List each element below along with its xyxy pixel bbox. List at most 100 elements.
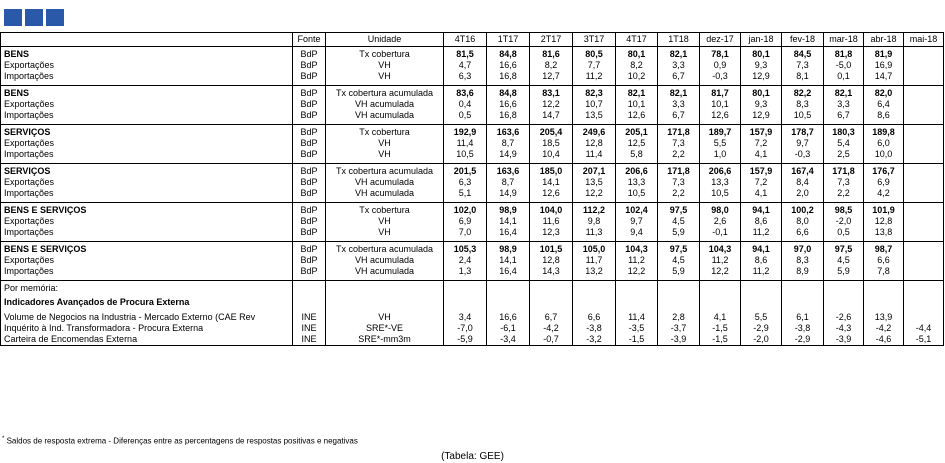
memo-label: Por memória: — [0, 280, 293, 295]
empty-cell — [699, 309, 741, 312]
empty-cell — [699, 199, 741, 203]
header-period: 4T16 — [443, 32, 487, 47]
value-cell: 80,1 — [615, 46, 658, 60]
empty-cell — [292, 160, 326, 164]
header-period: 4T17 — [615, 32, 658, 47]
empty-cell — [903, 238, 944, 242]
value-cell: -0,7 — [529, 334, 573, 346]
value-cell: -6,1 — [486, 323, 530, 334]
value-cell: 12,2 — [529, 99, 573, 110]
value-cell: 2,0 — [781, 188, 824, 199]
value-cell — [903, 110, 944, 121]
header-row: Fonte Unidade 4T16 1T17 2T17 3T17 4T17 1T18 dez-… — [0, 32, 944, 47]
value-cell: 14,7 — [529, 110, 573, 121]
empty-cell — [292, 82, 326, 86]
value-cell: 12,3 — [529, 227, 573, 238]
value-cell: 14,7 — [863, 71, 904, 82]
row-source: INE — [292, 334, 326, 346]
spacer-row — [0, 121, 944, 125]
value-cell: 6,3 — [443, 71, 487, 82]
sub-indicator-row: Importações BdP VH 7,0 16,4 12,3 11,3 9,4 5,9 -0,… — [0, 227, 944, 238]
value-cell: -3,9 — [657, 334, 700, 346]
value-cell: 8,2 — [529, 60, 573, 71]
empty-cell — [823, 160, 864, 164]
empty-cell — [325, 121, 444, 125]
value-cell: 8,2 — [615, 60, 658, 71]
value-cell: 4,5 — [657, 255, 700, 266]
value-cell: 12,8 — [572, 138, 616, 149]
empty-cell — [443, 277, 487, 281]
memo-indicator-row: Inquérito à Ind. Transformadora - Procur… — [0, 323, 944, 334]
empty-cell — [699, 280, 741, 295]
value-cell: 9,8 — [572, 216, 616, 227]
value-cell: 16,6 — [486, 60, 530, 71]
value-cell: 6,9 — [863, 177, 904, 188]
row-unit: Tx cobertura acumulada — [325, 163, 444, 177]
empty-cell — [863, 277, 904, 281]
empty-cell — [823, 121, 864, 125]
value-cell: 11,2 — [740, 227, 782, 238]
empty-cell — [292, 295, 326, 309]
empty-cell — [740, 295, 782, 309]
sub-indicator-row: Importações BdP VH 6,3 16,8 12,7 11,2 10,2 6,7 -0… — [0, 71, 944, 82]
value-cell: -3,9 — [823, 334, 864, 346]
value-cell: -5,0 — [823, 60, 864, 71]
header-period: 1T18 — [657, 32, 700, 47]
empty-cell — [657, 238, 700, 242]
header-label-cell — [0, 32, 293, 47]
row-label: Exportações — [0, 60, 293, 71]
row-label: Importações — [0, 266, 293, 277]
value-cell: -1,5 — [699, 323, 741, 334]
row-source: BdP — [292, 99, 326, 110]
empty-cell — [863, 309, 904, 312]
header-period: abr-18 — [863, 32, 904, 47]
value-cell: 82,1 — [657, 46, 700, 60]
empty-cell — [657, 309, 700, 312]
value-cell: 8,3 — [781, 255, 824, 266]
value-cell: 97,5 — [823, 241, 864, 255]
value-cell: 7,3 — [823, 177, 864, 188]
row-label: Carteira de Encomendas Externa — [0, 334, 293, 346]
empty-cell — [903, 295, 944, 309]
value-cell: 104,3 — [615, 241, 658, 255]
row-unit: VH acumulada — [325, 177, 444, 188]
empty-cell — [615, 277, 658, 281]
row-source: BdP — [292, 202, 326, 216]
row-unit: Tx cobertura — [325, 46, 444, 60]
value-cell: 3,3 — [657, 60, 700, 71]
empty-cell — [572, 277, 616, 281]
value-cell — [903, 149, 944, 160]
footnote-text: Saldos de resposta extrema - Diferenças … — [4, 436, 358, 446]
value-cell — [903, 266, 944, 277]
value-cell: 82,1 — [823, 85, 864, 99]
empty-cell — [615, 82, 658, 86]
row-label: Inquérito à Ind. Transformadora - Procur… — [0, 323, 293, 334]
value-cell: 8,7 — [486, 138, 530, 149]
empty-cell — [781, 295, 824, 309]
empty-cell — [699, 160, 741, 164]
value-cell: 1,0 — [699, 149, 741, 160]
header-period: 3T17 — [572, 32, 616, 47]
sub-indicator-row: Importações BdP VH 10,5 14,9 10,4 11,4 5,8 2,2 1,… — [0, 149, 944, 160]
value-cell: 171,8 — [657, 163, 700, 177]
empty-cell — [572, 238, 616, 242]
header-period: dez-17 — [699, 32, 741, 47]
sub-indicator-row: Importações BdP VH acumulada 5,1 14,9 12,6 12,… — [0, 188, 944, 199]
value-cell: -4,3 — [823, 323, 864, 334]
value-cell: 10,1 — [615, 99, 658, 110]
value-cell: 83,1 — [529, 85, 573, 99]
empty-cell — [699, 277, 741, 281]
value-cell: 105,0 — [572, 241, 616, 255]
row-source: BdP — [292, 110, 326, 121]
value-cell: 18,5 — [529, 138, 573, 149]
value-cell: 4,7 — [443, 60, 487, 71]
value-cell: -2,9 — [740, 323, 782, 334]
empty-cell — [863, 199, 904, 203]
value-cell: 14,3 — [529, 266, 573, 277]
empty-cell — [572, 295, 616, 309]
value-cell: 14,1 — [486, 255, 530, 266]
value-cell: 81,6 — [529, 46, 573, 60]
row-label: Exportações — [0, 216, 293, 227]
value-cell: 80,1 — [740, 85, 782, 99]
value-cell: 102,0 — [443, 202, 487, 216]
